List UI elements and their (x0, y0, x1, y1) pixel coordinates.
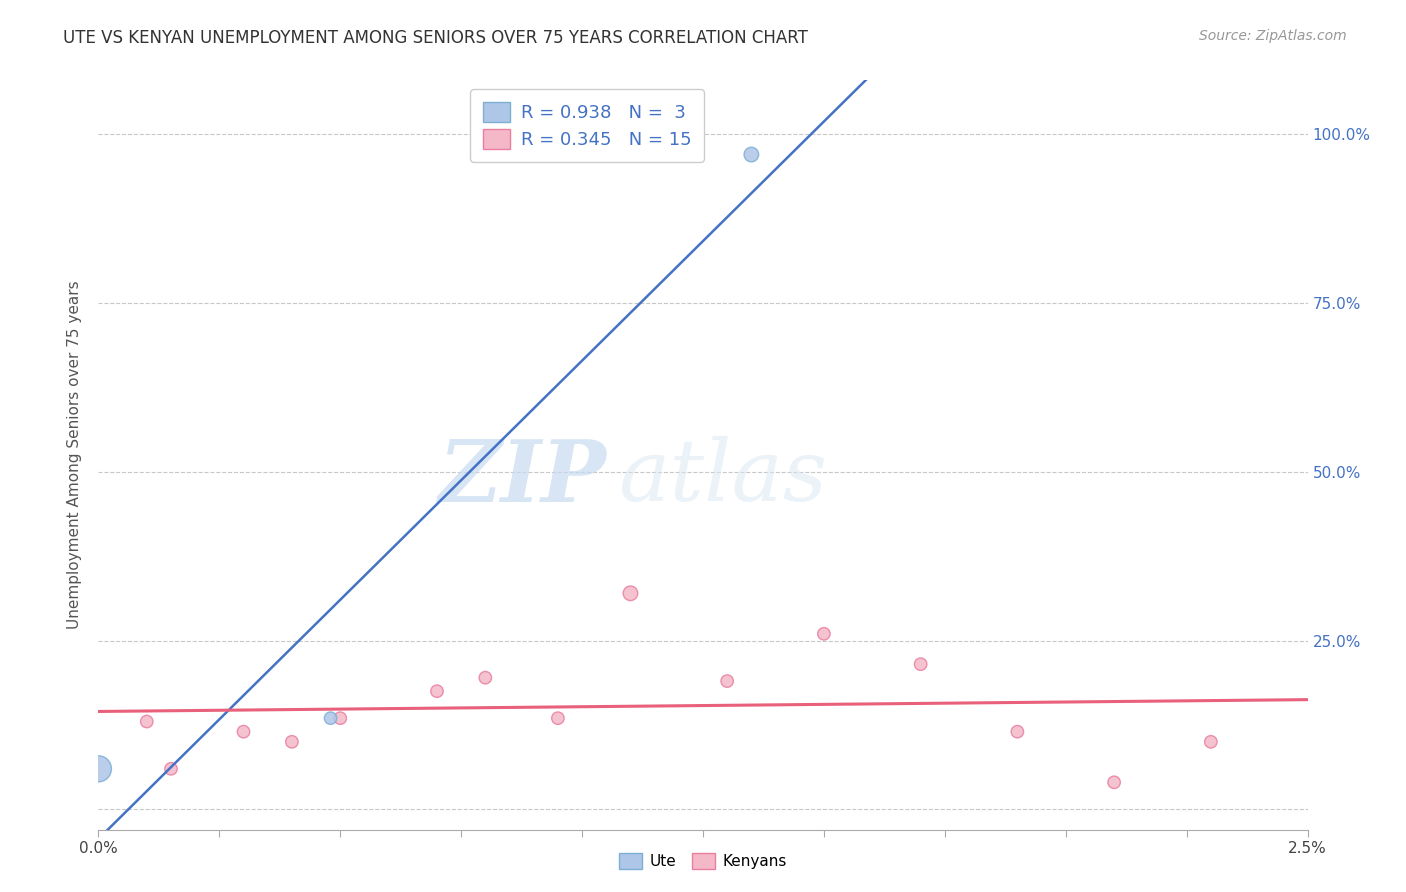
Point (716, 674, 738, 689)
Point (329, 711, 352, 725)
Point (87, 762, 110, 776)
Point (135, 714, 157, 729)
Point (319, 711, 342, 725)
Point (232, 724, 254, 739)
Text: Source: ZipAtlas.com: Source: ZipAtlas.com (1199, 29, 1347, 43)
Point (474, 671, 496, 685)
Legend: Ute, Kenyans: Ute, Kenyans (613, 847, 793, 875)
Point (740, 147, 762, 161)
Text: atlas: atlas (619, 436, 828, 519)
Point (1199, 735, 1222, 749)
Legend: R = 0.938   N =  3, R = 0.345   N = 15: R = 0.938 N = 3, R = 0.345 N = 15 (470, 89, 704, 161)
Point (426, 684, 449, 698)
Point (1102, 775, 1125, 789)
Point (547, 711, 569, 725)
Text: UTE VS KENYAN UNEMPLOYMENT AMONG SENIORS OVER 75 YEARS CORRELATION CHART: UTE VS KENYAN UNEMPLOYMENT AMONG SENIORS… (63, 29, 808, 46)
Point (813, 627, 835, 641)
Text: ZIP: ZIP (439, 435, 606, 519)
Point (1007, 724, 1029, 739)
Y-axis label: Unemployment Among Seniors over 75 years: Unemployment Among Seniors over 75 years (67, 281, 83, 629)
Point (910, 657, 932, 672)
Point (619, 586, 641, 600)
Point (281, 735, 304, 749)
Point (160, 762, 183, 776)
